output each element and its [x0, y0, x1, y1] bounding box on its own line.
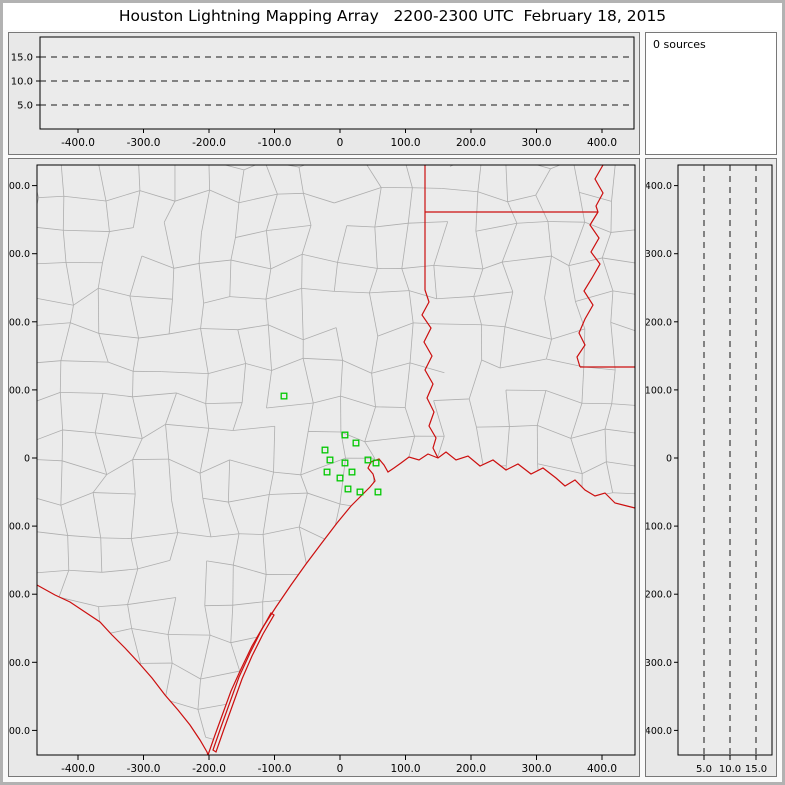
- map-x-tick-label: -100.0: [258, 763, 292, 775]
- ew-plot-group: 5.0 10.0 15.0 -400.0 -300.0 -200.0 -100.0 0 100.…: [11, 36, 635, 149]
- map-plot-group: -400.0 -300.0 -200.0 -100.0 0 100.0 200.0 300.0…: [9, 164, 636, 775]
- ew-x-tick-label: 0: [337, 137, 344, 149]
- altitude-ns-plot: 5.0 10.0 15.0 400.0 300.0 200.0 100.0 0 -100.0 -2…: [646, 164, 773, 775]
- map-y-tick-label: 300.0: [9, 249, 30, 260]
- ew-x-tick-label: 100.0: [390, 137, 420, 149]
- map-y-tick-label: -400.0: [9, 726, 30, 737]
- ns-x-tick-label: 15.0: [745, 764, 767, 775]
- map-y-tick-label: 400.0: [9, 181, 30, 192]
- ew-x-tick-label: 200.0: [456, 137, 486, 149]
- ns-x-tick-label: 5.0: [696, 764, 712, 775]
- ew-x-tick-label: -100.0: [258, 137, 292, 149]
- lma-station-marker: [348, 468, 356, 476]
- page-title: Houston Lightning Mapping Array 2200-230…: [3, 3, 782, 30]
- ns-plot-area: [677, 164, 773, 756]
- altitude-ew-plot: 5.0 10.0 15.0 -400.0 -300.0 -200.0 -100.0 0 100.…: [11, 36, 635, 149]
- map-x-tick-label: -400.0: [61, 763, 95, 775]
- map-x-tick-label: -300.0: [127, 763, 161, 775]
- altitude-ew-panel: 5.0 10.0 15.0 -400.0 -300.0 -200.0 -100.0 0 100.…: [8, 32, 640, 155]
- lma-station-marker: [352, 439, 360, 447]
- map-background: [37, 165, 635, 755]
- lma-station-marker: [280, 392, 288, 400]
- map-x-tick-label: -200.0: [192, 763, 226, 775]
- map-y-tick-label: -100.0: [9, 522, 30, 533]
- ns-y-tick-label: -100.0: [646, 522, 672, 533]
- ns-y-tick-label: 200.0: [646, 317, 672, 328]
- map-x-tick-label: 0: [337, 763, 344, 775]
- map-y-tick-label: -300.0: [9, 658, 30, 669]
- ns-y-tick-label: 300.0: [646, 249, 672, 260]
- ew-y-tick-label: 15.0: [11, 53, 33, 64]
- ns-y-tick-label: 0: [666, 454, 672, 465]
- plan-view-map-panel: -400.0 -300.0 -200.0 -100.0 0 100.0 200.0 300.0…: [8, 158, 640, 777]
- ns-y-tick-label: -400.0: [646, 726, 672, 737]
- ew-x-tick-label: -200.0: [192, 137, 226, 149]
- map-y-tick-label: -200.0: [9, 590, 30, 601]
- lma-station-marker: [321, 446, 329, 454]
- ns-y-tick-label: 400.0: [646, 181, 672, 192]
- map-x-tick-label: 100.0: [390, 763, 420, 775]
- texas-louisiana-border: [421, 165, 439, 459]
- lma-station-marker: [344, 485, 352, 493]
- mississippi-river-border: [576, 164, 604, 368]
- lma-station-marker: [323, 468, 331, 476]
- lma-station-marker: [356, 488, 364, 496]
- ns-y-tick-label: -200.0: [646, 590, 672, 601]
- ew-plot-area: [39, 36, 635, 130]
- map-y-tick-label: 200.0: [9, 317, 30, 328]
- lma-station-marker: [326, 456, 334, 464]
- lma-station-marker: [336, 474, 344, 482]
- barrier-island: [212, 612, 275, 753]
- lma-station-marker: [372, 459, 380, 467]
- plan-view-map-plot: -400.0 -300.0 -200.0 -100.0 0 100.0 200.0 300.0…: [9, 164, 636, 775]
- sources-count-label: 0 sources: [653, 38, 706, 51]
- ns-y-tick-label: 100.0: [646, 385, 672, 396]
- ns-x-tick-label: 10.0: [719, 764, 741, 775]
- ew-y-tick-label: 10.0: [11, 77, 33, 88]
- map-x-tick-label: 300.0: [521, 763, 551, 775]
- lma-station-marker: [341, 431, 349, 439]
- ew-y-tick-label: 5.0: [17, 101, 33, 112]
- ew-x-tick-label: -300.0: [127, 137, 161, 149]
- lma-station-marker: [341, 459, 349, 467]
- ew-x-tick-label: -400.0: [61, 137, 95, 149]
- altitude-ns-panel: 5.0 10.0 15.0 400.0 300.0 200.0 100.0 0 -100.0 -2…: [645, 158, 777, 777]
- gulf-coastline: [207, 451, 636, 756]
- ew-x-tick-label: 400.0: [587, 137, 617, 149]
- map-axes-box: [36, 164, 636, 756]
- sources-count-panel: 0 sources: [645, 32, 777, 155]
- ns-y-tick-label: -300.0: [646, 658, 672, 669]
- ns-plot-group: 5.0 10.0 15.0 400.0 300.0 200.0 100.0 0 -100.0 -2…: [646, 164, 773, 775]
- rio-grande-border: [36, 584, 209, 756]
- map-y-tick-label: 100.0: [9, 385, 30, 396]
- map-x-tick-label: 400.0: [587, 763, 617, 775]
- map-y-tick-label: 0: [24, 454, 30, 465]
- map-x-tick-label: 200.0: [456, 763, 486, 775]
- ew-x-tick-label: 300.0: [521, 137, 551, 149]
- lma-station-marker: [374, 488, 382, 496]
- lma-station-marker: [364, 456, 372, 464]
